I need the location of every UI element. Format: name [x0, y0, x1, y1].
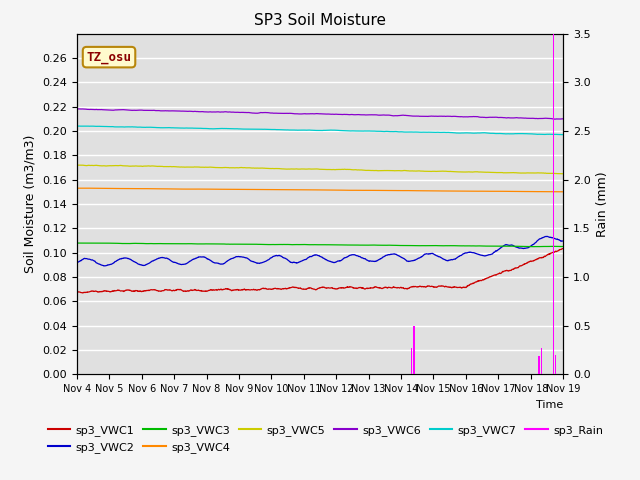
- Bar: [555, 355, 556, 374]
- Title: SP3 Soil Moisture: SP3 Soil Moisture: [254, 13, 386, 28]
- Bar: [538, 356, 540, 374]
- Bar: [413, 326, 415, 374]
- Bar: [411, 348, 412, 374]
- Legend: sp3_VWC1, sp3_VWC2, sp3_VWC3, sp3_VWC4, sp3_VWC5, sp3_VWC6, sp3_VWC7, sp3_Rain: sp3_VWC1, sp3_VWC2, sp3_VWC3, sp3_VWC4, …: [44, 421, 607, 457]
- Y-axis label: Rain (mm): Rain (mm): [596, 171, 609, 237]
- Text: TZ_osu: TZ_osu: [86, 51, 132, 64]
- X-axis label: Time: Time: [536, 400, 563, 409]
- Bar: [541, 348, 542, 374]
- Bar: [553, 34, 554, 374]
- Y-axis label: Soil Moisture (m3/m3): Soil Moisture (m3/m3): [24, 135, 36, 273]
